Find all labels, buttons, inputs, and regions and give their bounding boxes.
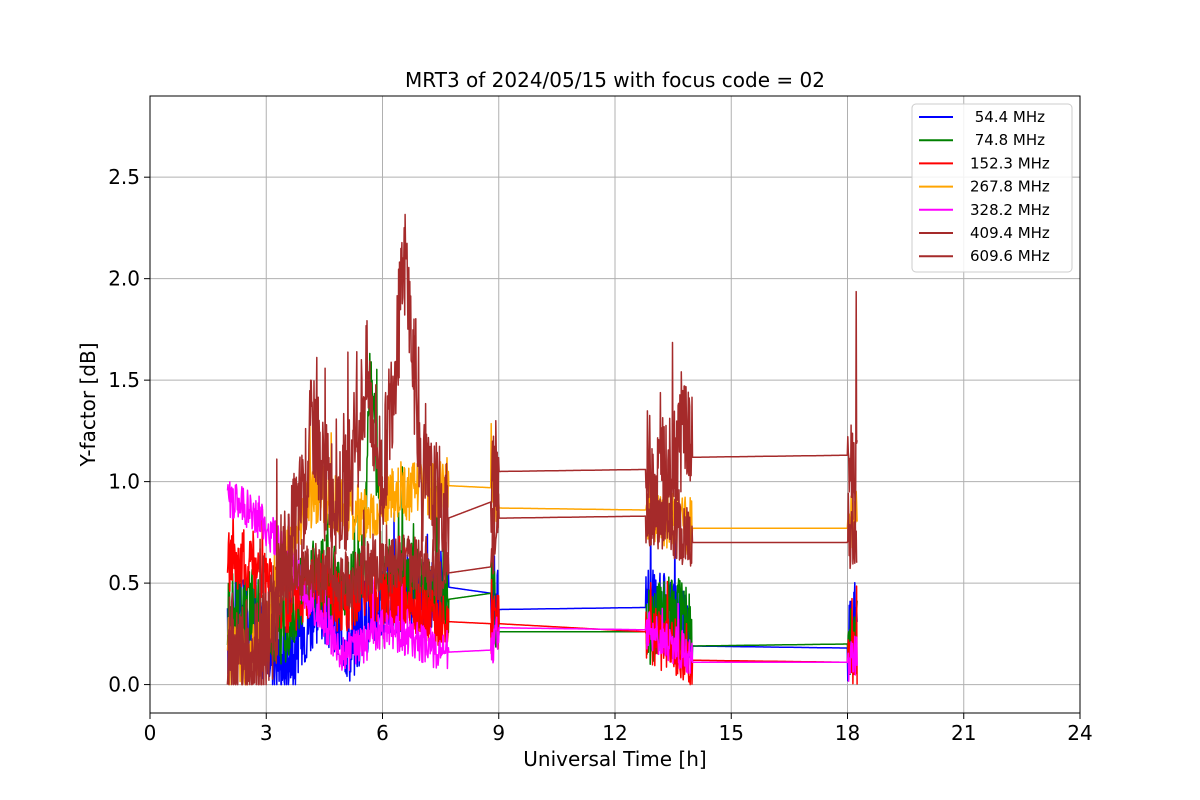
series-line	[226, 508, 858, 686]
legend: 54.4 MHz 74.8 MHz 152.3 MHz 267.8 MHz 328.2…	[911, 103, 1073, 273]
legend-box	[911, 103, 1073, 273]
y-tick-label: 1.5	[108, 368, 140, 392]
x-tick-label: 24	[1067, 721, 1092, 745]
legend-label: 54.4 MHz	[970, 108, 1045, 126]
legend-label: 152.3 MHz	[970, 154, 1050, 172]
legend-items: 54.4 MHz 74.8 MHz 152.3 MHz 267.8 MHz 328.2…	[919, 108, 1050, 265]
x-tick-label: 3	[260, 721, 273, 745]
y-tick-label: 1.0	[108, 470, 140, 494]
y-tick-label: 2.5	[108, 165, 140, 189]
x-tick-label: 6	[376, 721, 389, 745]
axis-ticks: 0 3 6 9 12 15 18 21 24 0.0 0.5 1.0 1.5 2.0 2.5	[108, 165, 1093, 745]
legend-label: 609.6 MHz	[970, 247, 1050, 265]
legend-label: 74.8 MHz	[970, 131, 1045, 149]
legend-label: 409.4 MHz	[970, 224, 1050, 242]
legend-label: 328.2 MHz	[970, 201, 1050, 219]
x-tick-label: 12	[602, 721, 627, 745]
x-tick-label: 0	[144, 721, 157, 745]
y-tick-label: 2.0	[108, 267, 140, 291]
series-lines	[226, 213, 858, 686]
x-tick-label: 21	[951, 721, 976, 745]
x-axis-label: Universal Time [h]	[523, 747, 706, 771]
x-tick-label: 18	[835, 721, 860, 745]
legend-label: 267.8 MHz	[970, 178, 1050, 196]
x-tick-label: 15	[719, 721, 744, 745]
y-tick-label: 0.0	[108, 673, 140, 697]
x-tick-label: 9	[492, 721, 505, 745]
series-line	[226, 445, 858, 686]
series-line	[226, 481, 858, 682]
y-tick-label: 0.5	[108, 571, 140, 595]
chart-title: MRT3 of 2024/05/15 with focus code = 02	[405, 68, 825, 92]
series-line	[226, 213, 858, 686]
y-axis-label: Y-factor [dB]	[76, 342, 100, 467]
